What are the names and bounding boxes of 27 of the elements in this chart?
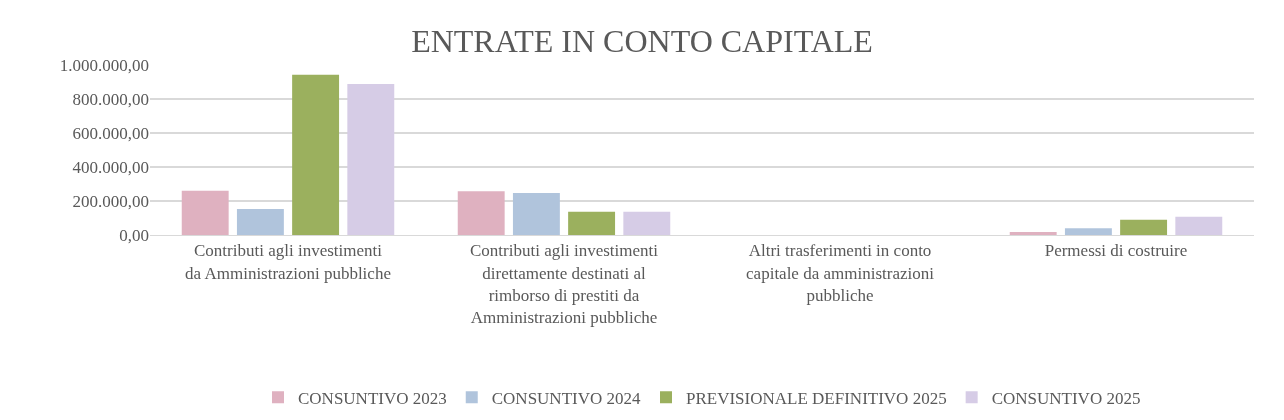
y-tick-label: 600.000,00 <box>72 123 149 143</box>
x-tick-label: Contributi agli investimenti da Amministrazioni pubbliche <box>185 241 391 283</box>
bar <box>236 208 284 235</box>
y-tick-label: 400.000,00 <box>72 157 149 177</box>
bar <box>1064 228 1112 235</box>
y-tick-label: 800.000,00 <box>72 89 149 109</box>
y-tick-label: 0,00 <box>119 225 149 245</box>
bar <box>623 211 671 235</box>
legend-label: CONSUNTIVO 2025 <box>991 388 1141 408</box>
bar <box>1009 231 1057 235</box>
legend-label: CONSUNTIVO 2024 <box>491 388 641 408</box>
x-tick-label: Contributi agli investimenti direttamente destinati al rimborso di prestiti da Amministrazioni pubbliche <box>470 241 659 327</box>
y-tick-label: 1.000.000,00 <box>59 55 149 75</box>
chart-title: ENTRATE IN CONTO CAPITALE <box>411 22 873 59</box>
bar <box>568 211 616 235</box>
legend-label: CONSUNTIVO 2023 <box>298 388 447 408</box>
bar <box>512 193 560 235</box>
bar <box>181 190 229 235</box>
bar <box>1120 219 1168 235</box>
bar <box>457 191 505 235</box>
x-tick-label: Altri trasferimenti in conto capitale da amministrazioni pubbliche <box>746 241 935 305</box>
x-tick-label: Permessi di costruire <box>1044 241 1188 261</box>
bar <box>1175 216 1223 235</box>
legend-label: PREVISIONALE DEFINITIVO 2025 <box>686 388 947 408</box>
bar <box>347 84 395 235</box>
bar <box>292 74 340 235</box>
y-tick-label: 200.000,00 <box>72 191 149 211</box>
